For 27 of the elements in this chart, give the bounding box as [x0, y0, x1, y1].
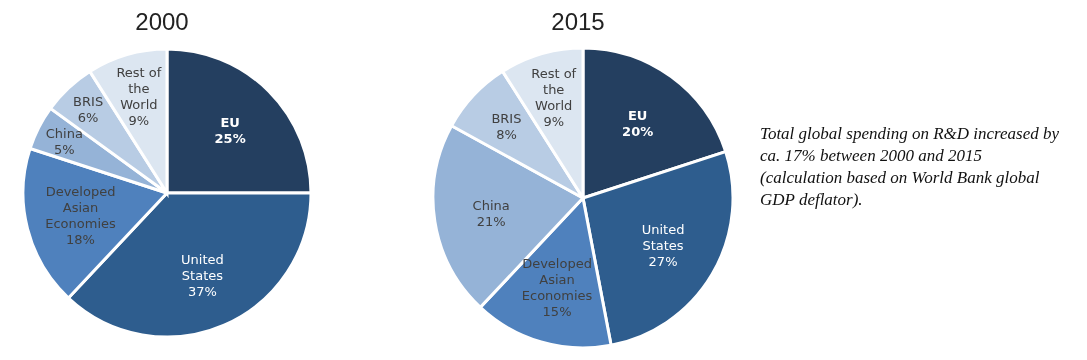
data-label: 9%: [543, 113, 565, 129]
slice-label: United States: [181, 251, 224, 283]
slice-label: Developed Asian Economies: [45, 183, 117, 231]
data-label: 5%: [54, 141, 75, 157]
slice-label: Rest of the World: [116, 64, 162, 112]
data-label: 37%: [188, 283, 217, 299]
slice-label: Rest of the World: [531, 65, 577, 113]
slice-label: BRIS: [73, 93, 104, 109]
text: Total global spending on R&D increased by ca. 17% between 2000 and 2015 (calculation based on World Bank global GDP deflator).: [760, 123, 1060, 211]
slice-label: EU: [627, 107, 648, 123]
data-label: 6%: [77, 109, 99, 125]
slice-label: Developed Asian Economies: [521, 255, 593, 303]
data-label: 21%: [476, 213, 506, 229]
data-label: 8%: [496, 126, 517, 142]
data-label: 27%: [648, 253, 678, 269]
slice-label: United States: [641, 221, 685, 253]
data-label: 15%: [542, 303, 572, 319]
slice-label: China: [472, 197, 510, 213]
data-label: 18%: [66, 231, 95, 247]
slice-label: EU: [220, 114, 240, 130]
slice-label: BRIS: [491, 110, 522, 126]
data-label: 9%: [128, 112, 150, 128]
slice-label: China: [45, 125, 83, 141]
chart-title: 2000: [134, 8, 190, 36]
chart-title: 2015: [550, 8, 606, 36]
data-label: 25%: [214, 130, 246, 146]
data-label: 20%: [622, 123, 654, 139]
